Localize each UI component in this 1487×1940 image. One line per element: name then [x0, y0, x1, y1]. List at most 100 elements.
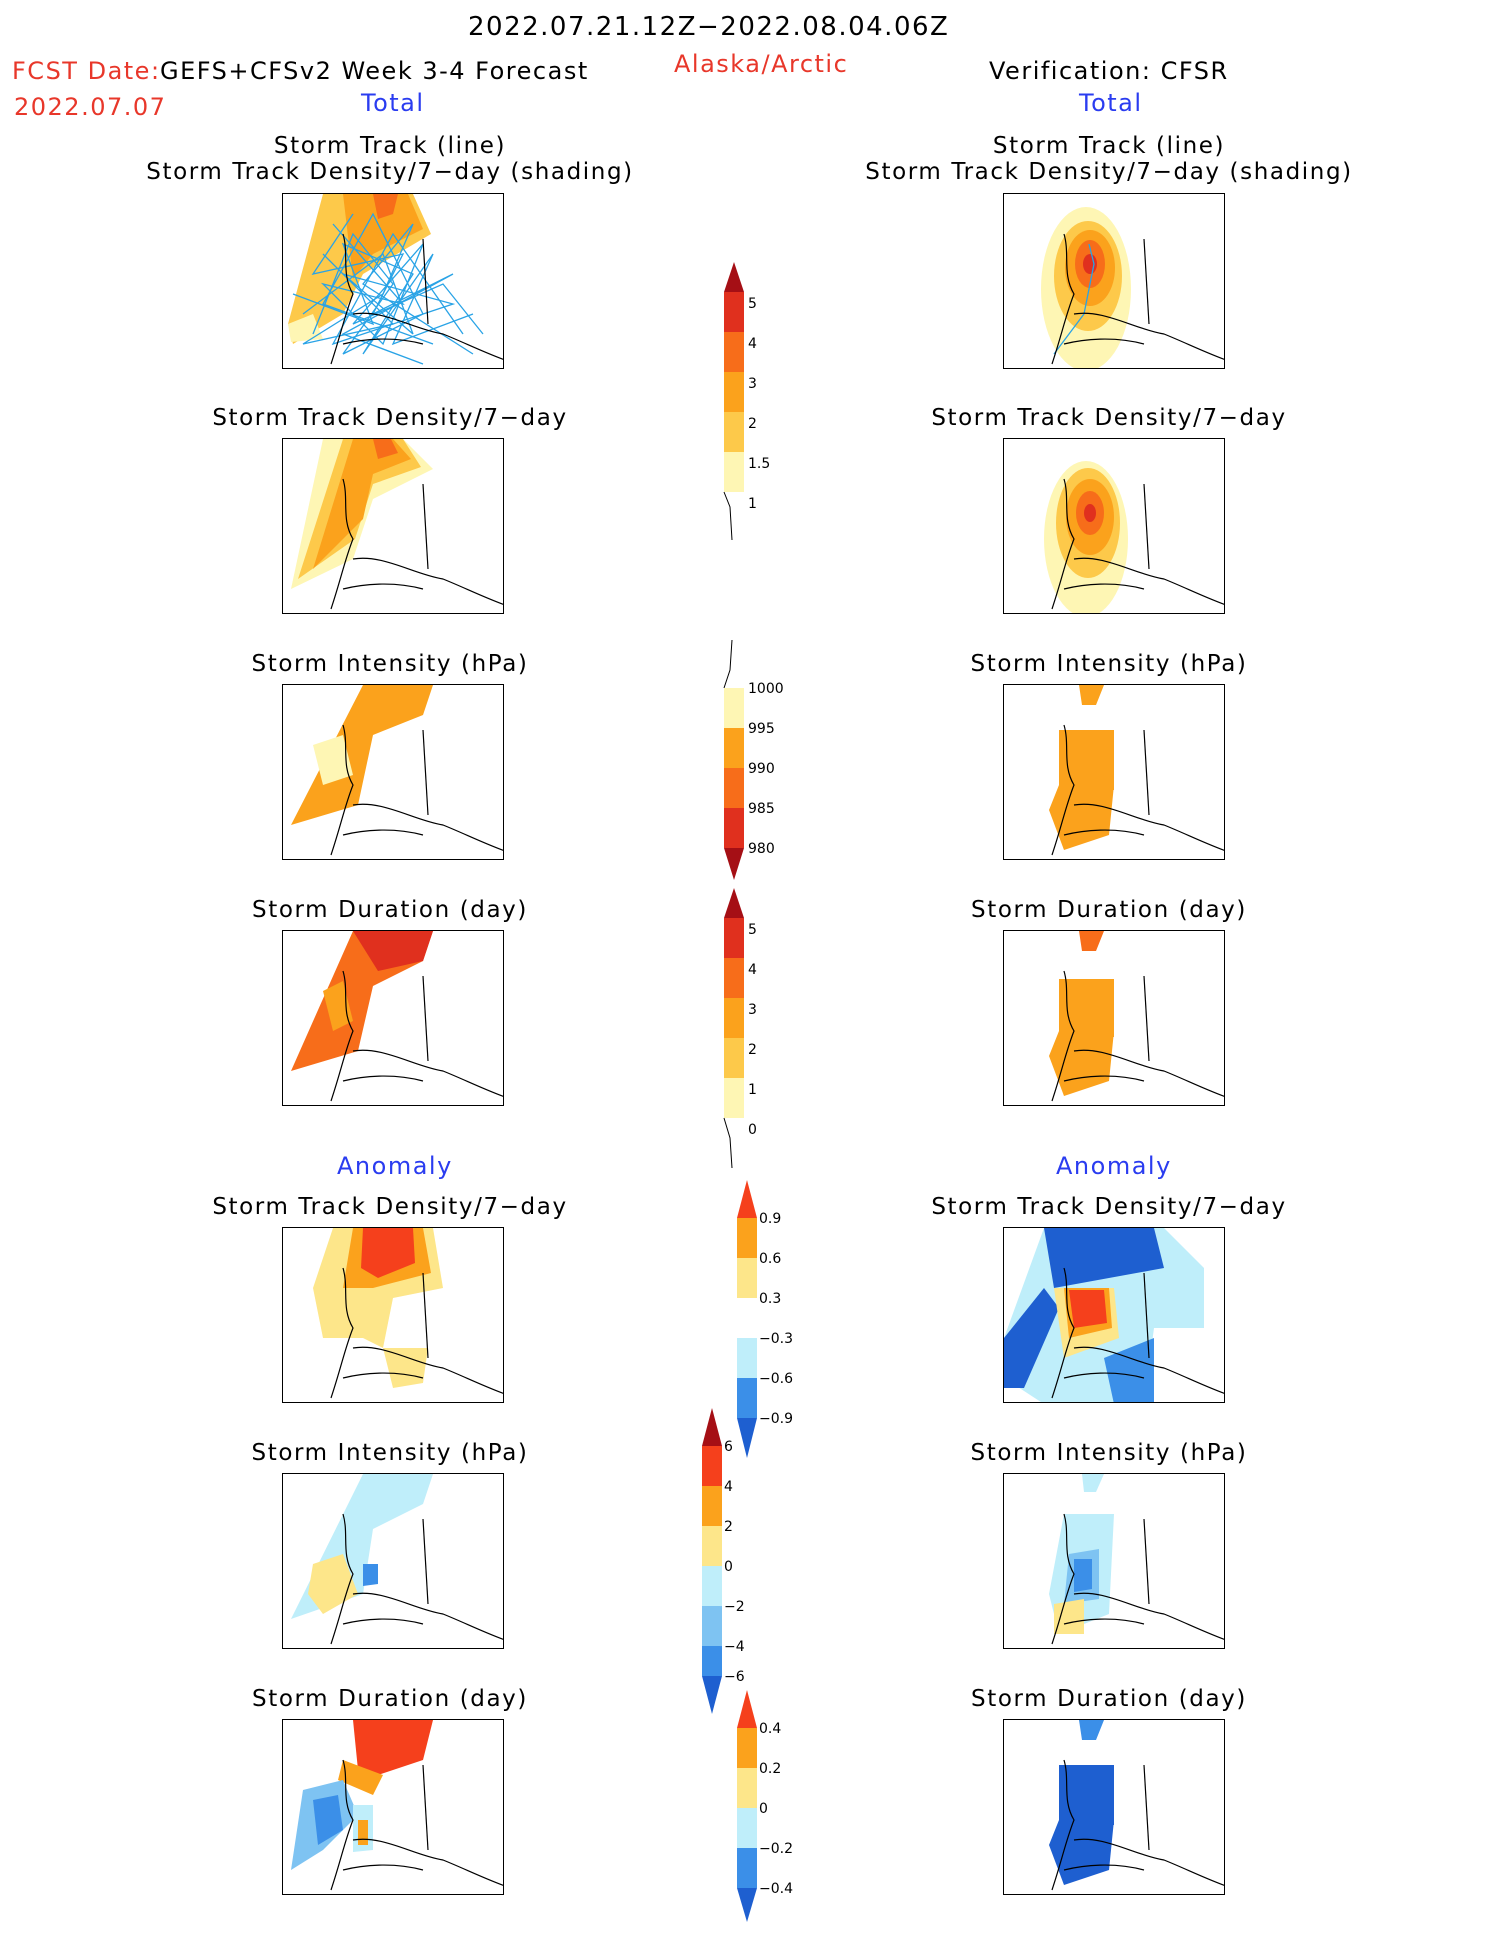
map-verification-duration-anomaly [1003, 1719, 1225, 1895]
colorbar-label: 6 [724, 1439, 733, 1455]
panel-title-density-total-right: Storm Track Density/7−day [931, 405, 1287, 431]
colorbar-label: −4 [724, 1639, 745, 1655]
colorbar-duration-anom-seg [737, 1728, 757, 1768]
region-label: Alaska/Arctic [674, 50, 849, 78]
map-verification-intensity [1003, 684, 1225, 860]
anomaly-label-left: Anomaly [337, 1152, 453, 1180]
map-forecast-density [282, 438, 504, 614]
colorbar-duration-total-seg [724, 918, 744, 958]
panel-title-intensity-anom-right: Storm Intensity (hPa) [970, 1440, 1248, 1466]
period-title: 2022.07.21.12Z−2022.08.04.06Z [468, 12, 950, 42]
colorbar-duration-total: 5 4 3 2 1 0 [723, 888, 757, 1169]
colorbar-label: −6 [724, 1669, 745, 1685]
fcst-date-label: FCST Date: [12, 57, 161, 85]
panel-title-density-anom-left: Storm Track Density/7−day [212, 1194, 568, 1220]
colorbar-label: 0 [748, 1122, 757, 1138]
colorbar-label: 2 [724, 1519, 733, 1535]
colorbar-label: −0.4 [759, 1881, 793, 1897]
colorbar-duration-total-seg [724, 958, 744, 998]
map-verification-density-anomaly [1003, 1227, 1225, 1403]
colorbar-label: 0 [724, 1559, 733, 1575]
panel-title-intensity-anom-left: Storm Intensity (hPa) [251, 1440, 529, 1466]
colorbar-label: 980 [748, 841, 775, 857]
colorbar-density-anom-seg [737, 1298, 757, 1338]
colorbar-label: 2 [748, 416, 757, 432]
map-forecast-duration [282, 930, 504, 1106]
verification-label: Verification: CFSR [989, 57, 1229, 85]
panel-title-duration-total-right: Storm Duration (day) [971, 897, 1247, 923]
colorbar-intensity-anom-seg [702, 1446, 722, 1486]
panel-title-track-line-left: Storm Track (line) [273, 133, 507, 159]
panel-title-track-shading-left: Storm Track Density/7−day (shading) [146, 159, 634, 185]
colorbar-label: −0.3 [759, 1331, 793, 1347]
colorbar-label: −2 [724, 1599, 745, 1615]
colorbar-density-anom-seg [737, 1258, 757, 1298]
colorbar-label: 990 [748, 761, 775, 777]
colorbar-intensity-anom-seg [702, 1566, 722, 1606]
panel-title-duration-anom-right: Storm Duration (day) [971, 1686, 1247, 1712]
colorbar-label: 1 [748, 1082, 757, 1098]
colorbar-label: 0.2 [759, 1761, 781, 1777]
colorbar-density-anom-seg [737, 1378, 757, 1418]
map-forecast-intensity [282, 684, 504, 860]
colorbar-duration-anom-seg [737, 1848, 757, 1888]
fcst-date-value: 2022.07.07 [14, 93, 167, 121]
colorbar-intensity-anomaly: 6 4 2 0 −2 −4 −6 [702, 1408, 745, 1714]
colorbar-intensity-anom-top [702, 1408, 722, 1446]
colorbar-intensity-anom-seg [702, 1646, 722, 1676]
colorbar-intensity-total-bottom [724, 848, 744, 880]
panel-title-duration-anom-left: Storm Duration (day) [252, 1686, 528, 1712]
panel-title-track-line-right: Storm Track (line) [992, 133, 1226, 159]
colorbar-intensity-total-seg [724, 808, 744, 848]
colorbar-density-anom-seg [737, 1218, 757, 1258]
colorbar-label: 4 [748, 962, 757, 978]
total-label-right: Total [1079, 89, 1143, 117]
colorbar-density-total-seg [724, 452, 744, 492]
colorbar-intensity-anom-seg [702, 1526, 722, 1566]
colorbar-density-total-seg [724, 412, 744, 452]
map-forecast-track-density [282, 193, 504, 369]
colorbar-label: 3 [748, 376, 757, 392]
colorbar-density-anom-bottom [737, 1418, 757, 1458]
total-label-left: Total [361, 89, 425, 117]
panel-title-intensity-total-right: Storm Intensity (hPa) [970, 651, 1248, 677]
colorbar-duration-anom-bottom [737, 1888, 757, 1922]
colorbar-intensity-anom-seg [702, 1486, 722, 1526]
colorbar-density-anom-seg [737, 1338, 757, 1378]
colorbar-intensity-total-seg [724, 768, 744, 808]
colorbar-label: 1.5 [748, 456, 770, 472]
panel-title-duration-total-left: Storm Duration (day) [252, 897, 528, 923]
colorbar-label: 4 [724, 1479, 733, 1495]
colorbar-label: 3 [748, 1002, 757, 1018]
model-label: GEFS+CFSv2 Week 3-4 Forecast [160, 57, 589, 85]
panel-title-track-shading-right: Storm Track Density/7−day (shading) [865, 159, 1353, 185]
anomaly-label-right: Anomaly [1056, 1152, 1172, 1180]
map-verification-duration [1003, 930, 1225, 1106]
colorbar-label: −0.9 [759, 1411, 793, 1427]
colorbar-intensity-total-seg [724, 728, 744, 768]
panel-title-intensity-total-left: Storm Intensity (hPa) [251, 651, 529, 677]
colorbar-label: 0.9 [759, 1211, 781, 1227]
colorbar-label: 1000 [748, 681, 784, 697]
colorbar-density-total-seg [724, 372, 744, 412]
colorbar-label: 5 [748, 922, 757, 938]
colorbar-label: −0.6 [759, 1371, 793, 1387]
panel-title-density-anom-right: Storm Track Density/7−day [931, 1194, 1287, 1220]
map-forecast-density-anomaly [282, 1227, 504, 1403]
colorbar-label: 4 [748, 336, 757, 352]
map-verification-intensity-anomaly [1003, 1473, 1225, 1649]
colorbar-label: 2 [748, 1042, 757, 1058]
colorbar-duration-total-top [724, 888, 744, 918]
colorbar-label: 985 [748, 801, 775, 817]
colorbar-density-anomaly: 0.9 0.6 0.3 −0.3 −0.6 −0.9 [737, 1180, 793, 1458]
colorbar-duration-anom-seg [737, 1768, 757, 1808]
colorbar-density-total-top [724, 262, 744, 292]
colorbar-label: 995 [748, 721, 775, 737]
colorbar-intensity-total-seg [724, 688, 744, 728]
map-forecast-duration-anomaly [282, 1719, 504, 1895]
colorbar-label: −0.2 [759, 1841, 793, 1857]
colorbar-label: 1 [748, 496, 757, 512]
map-verification-track-density [1003, 193, 1225, 369]
colorbar-duration-anom-seg [737, 1808, 757, 1848]
colorbar-label: 0 [759, 1801, 768, 1817]
